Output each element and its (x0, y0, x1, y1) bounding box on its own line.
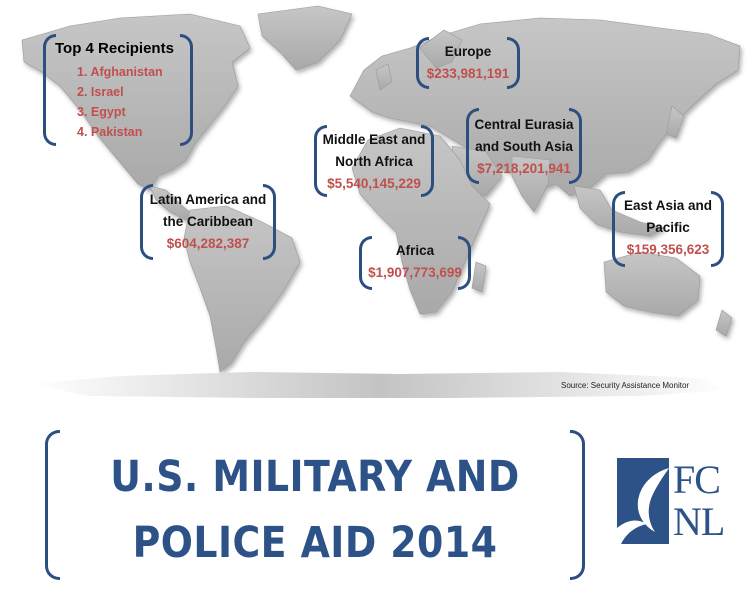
region-east-asia-pacific: East Asia and Pacific $159,356,623 (612, 191, 724, 267)
title-line-2: POLICE AID 2014 (132, 518, 498, 568)
infographic-title-block: U.S. MILITARY AND POLICE AID 2014 (45, 430, 585, 580)
region-amount: $604,282,387 (166, 236, 250, 251)
top-recipients-list: 1. Afghanistan 2. Israel 3. Egypt 4. Pak… (55, 62, 193, 142)
source-note: Source: Security Assistance Monitor (561, 381, 690, 390)
india-shape (511, 155, 551, 213)
region-europe: Europe $233,981,191 (416, 37, 520, 89)
recipient-item: 2. Israel (77, 85, 124, 99)
region-amount: $233,981,191 (426, 66, 510, 81)
fcnl-logo: FC NL (617, 458, 739, 548)
top-recipients-box: Top 4 Recipients 1. Afghanistan 2. Israe… (43, 34, 193, 146)
madagascar-shape (471, 261, 487, 293)
bracket-right (570, 430, 585, 580)
bracket-left (45, 430, 60, 580)
southeast-asia-shape (573, 185, 665, 237)
africa-shape (351, 127, 491, 315)
world-map: Top 4 Recipients 1. Afghanistan 2. Israe… (21, 5, 741, 398)
title-line-1: U.S. MILITARY AND (110, 452, 520, 502)
region-name: Central Eurasia and South Asia (474, 117, 574, 154)
scandinavia-shape (419, 29, 463, 69)
logo-text-fc: FC (673, 457, 721, 502)
top-recipients-title: Top 4 Recipients (55, 40, 174, 57)
region-amount: $159,356,623 (626, 242, 710, 257)
bracket-right (180, 34, 193, 146)
logo-text-nl: NL (673, 499, 725, 544)
region-name: East Asia and Pacific (623, 198, 713, 235)
new-zealand-shape (715, 309, 733, 337)
region-name: Europe (444, 44, 492, 59)
recipient-item: 1. Afghanistan (77, 65, 163, 79)
region-latin-america-caribbean: Latin America and the Caribbean $604,282… (140, 184, 276, 260)
region-amount: $7,218,201,941 (477, 161, 571, 176)
region-africa: Africa $1,907,773,699 (359, 236, 471, 290)
recipient-item: 4. Pakistan (77, 125, 143, 139)
uk-shape (375, 63, 393, 91)
world-map-graphic (21, 5, 741, 398)
north-america-shape (21, 13, 251, 191)
region-central-eurasia-south-asia: Central Eurasia and South Asia $7,218,20… (466, 108, 582, 184)
recipient-item: 3. Egypt (77, 105, 126, 119)
greenland-shape (257, 5, 353, 71)
region-middle-east-north-africa: Middle East and North Africa $5,540,145,… (314, 125, 434, 197)
infographic-title: U.S. MILITARY AND POLICE AID 2014 (90, 444, 541, 576)
region-amount: $1,907,773,699 (368, 265, 462, 280)
fcnl-logo-mark (617, 458, 669, 544)
antarctica-shape (30, 372, 730, 398)
region-amount: $5,540,145,229 (327, 176, 421, 191)
japan-shape (665, 105, 685, 139)
region-name: Africa (395, 243, 435, 258)
region-name: Latin America and the Caribbean (149, 192, 267, 229)
australia-shape (603, 251, 701, 317)
bracket-left (43, 34, 56, 146)
region-name: Middle East and North Africa (322, 132, 426, 169)
